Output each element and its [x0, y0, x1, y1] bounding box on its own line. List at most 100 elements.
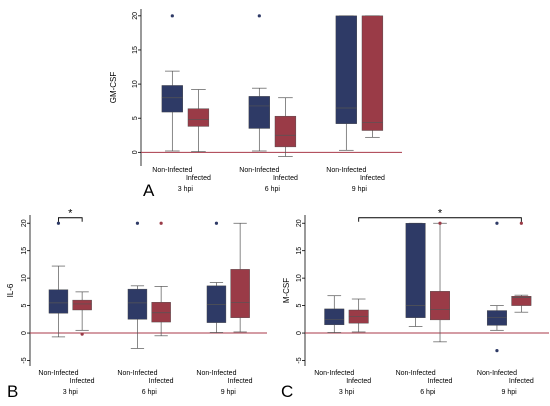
iqr-box	[248, 96, 270, 129]
x-group-label: 3 hpi	[63, 389, 79, 396]
box-m-csf-9-hpi-non-infected	[486, 221, 507, 353]
iqr-box	[274, 115, 297, 148]
iqr-box	[230, 269, 250, 318]
x-label-non-infected: Non-Infected	[152, 167, 192, 174]
x-label-non-infected: Non-Infected	[477, 370, 517, 377]
x-label-infected: Infected	[346, 378, 371, 385]
y-axis-title: M-CSF	[282, 278, 291, 303]
box-il-6-6-hpi-infected	[151, 221, 171, 337]
x-label-non-infected: Non-Infected	[38, 370, 78, 377]
box-m-csf-6-hpi-non-infected	[405, 222, 426, 327]
x-label-infected: Infected	[360, 175, 385, 182]
outlier-point	[438, 221, 442, 225]
y-tick-label: -5	[21, 357, 28, 363]
x-label-non-infected: Non-Infected	[396, 370, 436, 377]
x-label-infected: Infected	[149, 378, 174, 385]
x-label-non-infected: Non-Infected	[239, 167, 279, 174]
box-il-6-3-hpi-infected	[72, 291, 92, 336]
x-group-label: 9 hpi	[352, 186, 368, 193]
box-m-csf-3-hpi-non-infected	[324, 295, 345, 333]
plot-area	[30, 215, 267, 366]
box-m-csf-6-hpi-infected	[430, 221, 450, 343]
y-tick-label: 5	[21, 304, 28, 308]
x-group-label: 6 hpi	[265, 186, 281, 193]
x-group-label: 6 hpi	[142, 389, 158, 396]
x-label-non-infected: Non-Infected	[117, 370, 157, 377]
outlier-point	[519, 221, 523, 225]
box-il-6-9-hpi-non-infected	[206, 221, 227, 333]
iqr-box	[187, 108, 210, 127]
x-label-infected: Infected	[428, 378, 453, 385]
y-tick-label: 15	[296, 247, 303, 255]
y-tick-label: 10	[21, 274, 28, 282]
outlier-point	[495, 221, 499, 225]
iqr-box	[48, 289, 69, 314]
iqr-box	[127, 288, 148, 320]
iqr-box	[324, 308, 345, 326]
box-gm-csf-3-hpi-non-infected	[161, 14, 183, 152]
x-label-infected: Infected	[228, 378, 253, 385]
outlier-point	[80, 332, 84, 336]
iqr-box	[430, 291, 450, 321]
box-m-csf-3-hpi-infected	[348, 298, 369, 333]
x-group-label: 6 hpi	[420, 389, 436, 396]
x-group-label: 3 hpi	[178, 186, 194, 193]
box-il-6-9-hpi-infected	[230, 222, 250, 333]
box-il-6-3-hpi-non-infected	[48, 221, 69, 338]
x-group-label: 3 hpi	[339, 389, 355, 396]
y-tick-label: 15	[132, 46, 139, 54]
y-tick-label: 5	[132, 116, 139, 120]
iqr-box	[335, 15, 357, 124]
box-gm-csf-6-hpi-non-infected	[248, 14, 270, 152]
y-axis-title: GM-CSF	[109, 72, 118, 104]
panel-letter: A	[143, 181, 155, 200]
outlier-point	[257, 14, 261, 18]
box-gm-csf-6-hpi-infected	[274, 97, 297, 157]
panel-letter: B	[7, 382, 18, 401]
y-tick-label: 10	[132, 80, 139, 88]
y-tick-label: 10	[296, 274, 303, 282]
box-il-6-6-hpi-non-infected	[127, 221, 148, 349]
x-label-infected: Infected	[273, 175, 298, 182]
x-label-infected: Infected	[186, 175, 211, 182]
iqr-box	[405, 223, 426, 318]
iqr-box	[151, 302, 171, 323]
outlier-point	[170, 14, 174, 18]
outlier-point	[214, 221, 219, 225]
significance-bracket	[358, 217, 522, 222]
iqr-box	[161, 85, 183, 113]
box-gm-csf-9-hpi-non-infected	[335, 15, 357, 151]
significance-bracket	[57, 217, 83, 222]
iqr-box	[72, 299, 92, 311]
box-m-csf-9-hpi-infected	[511, 221, 532, 313]
y-tick-label: 0	[296, 331, 303, 335]
y-tick-label: 5	[296, 304, 303, 308]
y-tick-label: 20	[132, 12, 139, 20]
y-tick-label: 0	[21, 331, 28, 335]
panel-letter: C	[281, 382, 293, 401]
x-label-non-infected: Non-Infected	[314, 370, 354, 377]
outlier-point	[159, 221, 163, 225]
x-label-non-infected: Non-Infected	[196, 370, 236, 377]
y-tick-label: 20	[21, 219, 28, 227]
y-tick-label: 0	[132, 150, 139, 154]
outlier-point	[56, 221, 61, 225]
significance-star: *	[438, 208, 443, 220]
x-label-infected: Infected	[509, 378, 534, 385]
box-gm-csf-9-hpi-infected	[361, 15, 384, 138]
y-tick-label: 20	[296, 219, 303, 227]
plot-area	[141, 9, 402, 166]
x-group-label: 9 hpi	[221, 389, 237, 396]
x-label-non-infected: Non-Infected	[326, 167, 366, 174]
x-group-label: 9 hpi	[502, 389, 518, 396]
significance-star: *	[68, 208, 73, 220]
box-gm-csf-3-hpi-infected	[187, 89, 210, 153]
y-tick-label: 15	[21, 247, 28, 255]
x-label-infected: Infected	[70, 378, 95, 385]
outlier-point	[495, 349, 499, 353]
plot-area	[305, 215, 549, 366]
